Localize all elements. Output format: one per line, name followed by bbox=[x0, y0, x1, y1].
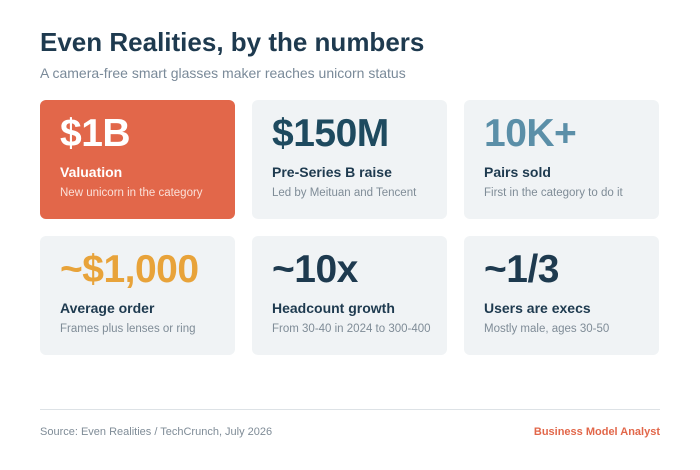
stat-note: New unicorn in the category bbox=[60, 187, 203, 199]
stat-value: ~1/3 bbox=[484, 248, 560, 291]
stat-note: Frames plus lenses or ring bbox=[60, 323, 196, 335]
title: Even Realities, by the numbers bbox=[40, 27, 425, 57]
subtitle: A camera-free smart glasses maker reache… bbox=[40, 65, 406, 81]
stat-label: Valuation bbox=[60, 164, 123, 180]
stat-value: $150M bbox=[272, 112, 389, 155]
stat-card: 10K+ Pairs sold First in the category to d… bbox=[464, 100, 659, 219]
stat-label: Headcount growth bbox=[272, 300, 395, 316]
stat-value: ~10x bbox=[272, 248, 358, 291]
stat-label: Average order bbox=[60, 300, 155, 316]
brand: Business Model Analyst bbox=[533, 426, 660, 438]
stat-value: $1B bbox=[60, 112, 131, 155]
stat-note: First in the category to do it bbox=[484, 187, 623, 199]
stat-label: Users are execs bbox=[484, 300, 591, 316]
stat-value: ~$1,000 bbox=[60, 248, 199, 291]
stat-label: Pre-Series B raise bbox=[272, 164, 392, 180]
stat-note: Led by Meituan and Tencent bbox=[272, 187, 417, 199]
stat-note: From 30-40 in 2024 to 300-400 bbox=[272, 323, 431, 335]
stat-card: $1B Valuation New unicorn in the category bbox=[40, 100, 235, 219]
stat-value: 10K+ bbox=[484, 112, 577, 155]
stat-card: $150M Pre-Series B raise Led by Meituan an… bbox=[252, 100, 447, 219]
source: Source: Even Realities / TechCrunch, Jul… bbox=[40, 426, 273, 438]
stat-note: Mostly male, ages 30-50 bbox=[484, 323, 610, 335]
stat-label: Pairs sold bbox=[484, 164, 551, 180]
divider bbox=[40, 409, 660, 410]
stat-card: ~1/3 Users are execs Mostly male, ages 30-… bbox=[464, 236, 659, 355]
stat-card: ~$1,000 Average order Frames plus lenses o… bbox=[40, 236, 235, 355]
stat-card: ~10x Headcount growth From 30-40 in 2024 t… bbox=[252, 236, 447, 355]
